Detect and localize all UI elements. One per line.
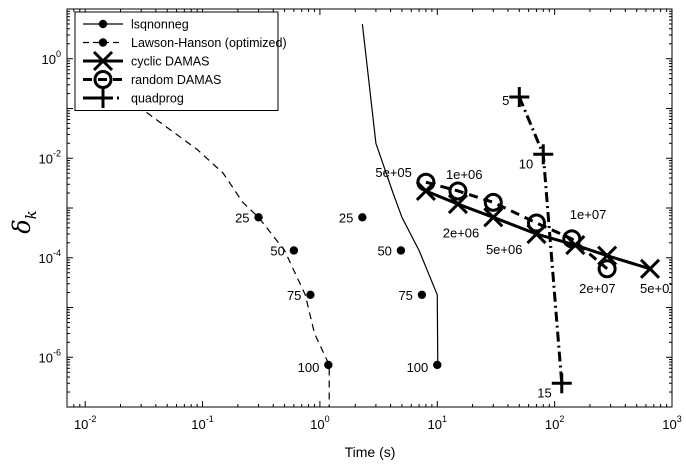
- legend-label: cyclic DAMAS: [131, 55, 209, 69]
- data-point: [639, 258, 661, 279]
- x-tick-label: 100: [310, 414, 329, 432]
- x-tick-label-base: 10: [428, 417, 442, 432]
- legend-label: quadprog: [131, 92, 184, 106]
- y-tick-label: 10-2: [39, 148, 61, 166]
- series-cyclic-damas: 5e+05 2e+06 5e+06 5e+07: [375, 165, 677, 296]
- data-label: 10: [519, 156, 533, 171]
- data-label: 50: [377, 243, 391, 258]
- x-tick-label: 102: [545, 414, 564, 432]
- x-tick-label-exponent: 1: [442, 414, 447, 424]
- data-label: 2e+06: [443, 225, 480, 240]
- data-point-stroke: [483, 207, 504, 228]
- plot-content: 25 50 75 100 25 50 75 100 5e+05 2e+06 5e+06 5e+07 1e…: [84, 23, 677, 407]
- y-axis-label-symbol: δ: [8, 219, 36, 233]
- legend-marker: [98, 38, 108, 47]
- data-point: [433, 360, 442, 370]
- legend-label: Lawson-Hanson (optimized): [131, 36, 287, 50]
- data-label: 1e+07: [570, 207, 607, 222]
- y-tick-label-base: 10: [39, 350, 53, 365]
- data-point: [448, 181, 468, 201]
- legend-marker: [93, 88, 113, 108]
- legend-marker: [92, 50, 114, 72]
- x-tick-label-exponent: 3: [677, 414, 682, 424]
- data-label: 25: [235, 210, 249, 225]
- x-tick-label-exponent: -1: [206, 414, 214, 424]
- legend-label: random DAMAS: [131, 73, 221, 87]
- x-axis: 10-2 10-1 100 101 102 103: [66, 9, 682, 432]
- data-point: [324, 360, 333, 370]
- x-tick-label-exponent: 2: [559, 414, 564, 424]
- x-axis-label: Time (s): [345, 444, 396, 460]
- data-point: [597, 259, 617, 279]
- y-tick-label: 10-4: [39, 248, 61, 266]
- x-tick-label: 101: [428, 414, 447, 432]
- y-tick-label-base: 10: [39, 251, 53, 266]
- data-label: 100: [407, 360, 429, 375]
- legend-marker: [93, 70, 113, 89]
- x-tick-label-exponent: -2: [88, 414, 96, 424]
- x-tick-label-exponent: 0: [325, 414, 330, 424]
- series-quadprog: 5 10 15: [502, 87, 572, 400]
- series-random-damas: 1e+06 1e+07 2e+07: [416, 167, 617, 296]
- data-point: [254, 213, 263, 222]
- data-label: 5e+06: [486, 242, 523, 257]
- y-tick-label-exponent: -4: [53, 248, 61, 258]
- data-label: 100: [298, 360, 320, 375]
- legend: lsqnonneg Lawson-Hanson (optimized) cyclic…: [74, 11, 287, 111]
- data-point: [533, 144, 554, 165]
- data-label: 15: [537, 385, 551, 400]
- data-point: [416, 172, 436, 192]
- data-label: 75: [287, 288, 301, 303]
- legend-label: lsqnonneg: [131, 18, 189, 32]
- data-label: 50: [270, 243, 284, 258]
- data-point: [562, 229, 582, 249]
- x-tick-label-base: 10: [74, 417, 88, 432]
- x-tick-label: 10-1: [191, 414, 213, 432]
- y-tick-label-base: 10: [39, 151, 53, 166]
- data-point: [289, 246, 299, 255]
- y-tick-label-exponent: 0: [56, 49, 61, 59]
- data-point-stroke: [639, 258, 661, 279]
- data-point: [483, 192, 503, 212]
- y-tick-label-exponent: -6: [53, 347, 61, 357]
- x-tick-label-base: 10: [310, 417, 324, 432]
- data-point: [551, 373, 572, 394]
- data-point: [396, 246, 406, 255]
- series-line: [84, 23, 330, 407]
- data-point: [509, 87, 530, 108]
- y-tick-label-base: 10: [42, 52, 56, 67]
- legend-marker: [98, 19, 108, 29]
- x-tick-label-base: 10: [662, 417, 676, 432]
- series-line: [425, 180, 609, 270]
- series-line: [361, 23, 439, 365]
- series-lawson-hanson-optimized: 25 50 75 100: [84, 23, 333, 407]
- legend-marker-stroke: [92, 50, 114, 72]
- y-tick-label: 10-6: [39, 347, 61, 365]
- data-point: [526, 213, 546, 233]
- data-point: [417, 290, 427, 300]
- data-label: 5e+05: [375, 165, 412, 180]
- data-point: [358, 213, 367, 222]
- data-label: 5e+07: [640, 281, 677, 296]
- data-label: 75: [398, 288, 412, 303]
- x-tick-label: 10-2: [74, 414, 96, 432]
- y-axis-label: δk: [8, 210, 40, 234]
- data-label: 2e+07: [579, 281, 616, 296]
- y-axis-label-subscript: k: [22, 210, 40, 219]
- data-label: 1e+06: [446, 167, 483, 182]
- series-lsqnonneg: 25 50 75 100: [339, 23, 442, 375]
- data-label: 25: [339, 210, 353, 225]
- x-tick-label-base: 10: [191, 417, 205, 432]
- x-tick-label: 103: [662, 414, 681, 432]
- y-tick-label: 100: [42, 49, 61, 67]
- data-point: [306, 290, 315, 300]
- data-point: [483, 207, 504, 228]
- x-tick-label-base: 10: [545, 417, 559, 432]
- y-tick-label-exponent: -2: [53, 148, 61, 158]
- data-label: 5: [502, 93, 509, 108]
